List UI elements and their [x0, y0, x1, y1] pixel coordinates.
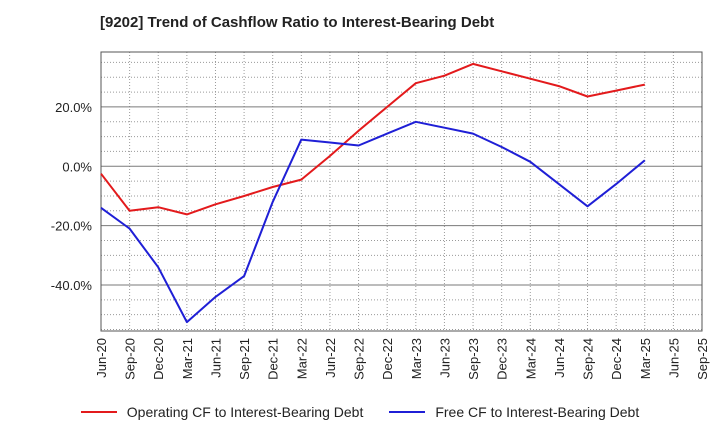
x-tick-label: Sep-22	[352, 338, 367, 380]
series-line-operating-cf	[100, 62, 646, 216]
y-tick-label: -40.0%	[51, 278, 93, 293]
legend-swatch-free-cf	[389, 411, 426, 413]
legend-item-free-cf: Free CF to Interest-Bearing Debt	[389, 404, 639, 420]
x-tick-label: Dec-22	[380, 338, 395, 380]
x-tick-label: Sep-21	[237, 338, 252, 380]
x-tick-label: Sep-23	[466, 338, 481, 380]
x-tick-label: Sep-24	[581, 338, 596, 380]
x-tick-label: Jun-22	[323, 338, 338, 378]
x-tick-label: Jun-20	[94, 338, 109, 378]
legend-swatch-operating-cf	[80, 411, 117, 413]
x-tick-label: Jun-23	[437, 338, 452, 378]
x-tick-label: Sep-25	[695, 338, 710, 380]
x-tick-label: Sep-20	[123, 338, 138, 380]
x-tick-label: Dec-24	[609, 338, 624, 380]
x-tick-label: Dec-21	[266, 338, 281, 380]
x-tick-label: Mar-21	[180, 338, 195, 379]
x-tick-label: Dec-20	[151, 338, 166, 380]
x-tick-label: Jun-24	[552, 338, 567, 378]
x-tick-label: Dec-23	[495, 338, 510, 380]
y-tick-label: 0.0%	[62, 159, 92, 174]
y-tick-label: -20.0%	[51, 219, 93, 234]
x-tick-label: Mar-25	[638, 338, 653, 379]
legend-item-operating-cf: Operating CF to Interest-Bearing Debt	[80, 404, 364, 420]
legend-label-free-cf: Free CF to Interest-Bearing Debt	[435, 404, 640, 420]
legend-label-operating-cf: Operating CF to Interest-Bearing Debt	[126, 404, 364, 420]
y-tick-label: 20.0%	[55, 100, 92, 115]
x-tick-label: Jun-21	[208, 338, 223, 378]
chart-title: [9202] Trend of Cashflow Ratio to Intere…	[100, 14, 495, 31]
x-tick-label: Mar-22	[294, 338, 309, 379]
x-tick-label: Mar-23	[409, 338, 424, 379]
series-line-free-cf	[100, 120, 646, 324]
plot-border	[100, 51, 703, 332]
chart-legend: Operating CF to Interest-Bearing Debt Fr…	[0, 404, 720, 420]
x-tick-label: Jun-25	[666, 338, 681, 378]
x-tick-label: Mar-24	[523, 338, 538, 379]
